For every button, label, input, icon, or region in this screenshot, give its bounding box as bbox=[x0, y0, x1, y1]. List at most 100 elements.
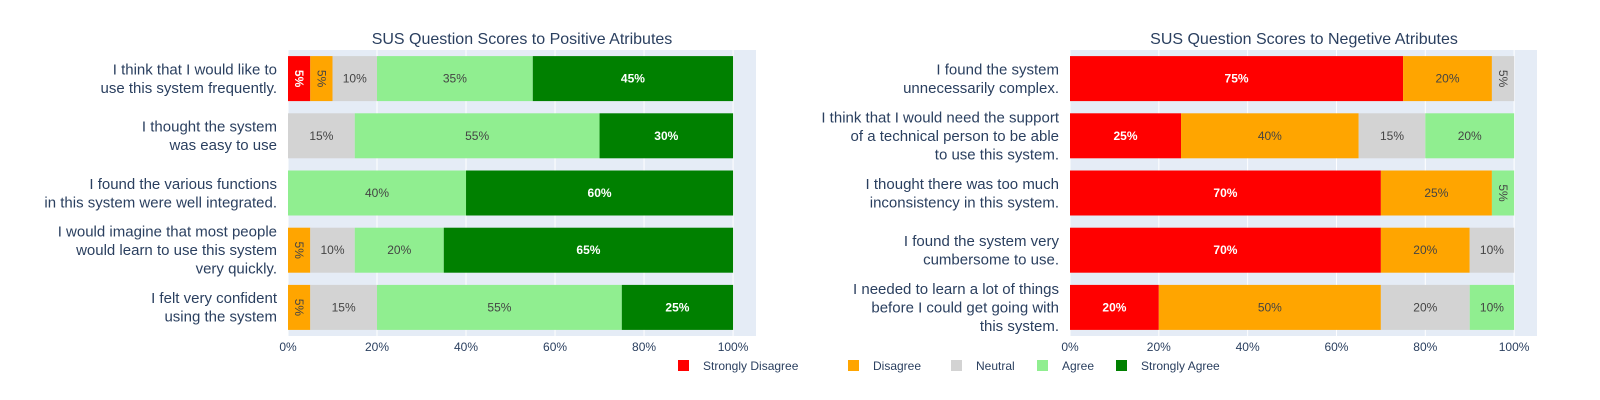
bar-agree bbox=[377, 284, 622, 330]
legend: Strongly Disagree Disagree Neutral Agree Str… bbox=[678, 359, 1220, 373]
data-label: 20% bbox=[1458, 129, 1482, 143]
bar-neutral bbox=[310, 284, 378, 330]
bar-neutral bbox=[332, 56, 378, 102]
bar-disagree bbox=[310, 56, 333, 102]
legend-label-disagree: Disagree bbox=[873, 359, 921, 373]
category-label: I felt very confident using the system bbox=[151, 290, 278, 326]
data-label: 55% bbox=[487, 300, 511, 314]
data-label: 15% bbox=[1380, 129, 1404, 143]
data-label: 5% bbox=[1496, 184, 1510, 202]
data-label: 15% bbox=[332, 300, 356, 314]
category-label: I needed to learn a lot of things before … bbox=[853, 281, 1059, 335]
x-tick-label: 20% bbox=[365, 340, 389, 354]
bar-disagree bbox=[1158, 284, 1381, 330]
data-label: 20% bbox=[1435, 72, 1459, 86]
data-label: 30% bbox=[654, 129, 678, 143]
bar-strongly-disagree bbox=[1070, 284, 1159, 330]
bar-disagree bbox=[288, 284, 311, 330]
bar-strongly-agree bbox=[466, 170, 734, 216]
bar-strongly-disagree bbox=[1070, 227, 1381, 273]
data-label: 25% bbox=[1424, 186, 1448, 200]
bar-agree bbox=[354, 227, 444, 273]
bar-strongly-agree bbox=[599, 113, 734, 159]
bar-strongly-agree bbox=[443, 227, 734, 273]
x-tick-label: 0% bbox=[1061, 340, 1079, 354]
legend-swatch-agree bbox=[1037, 360, 1048, 371]
data-label: 25% bbox=[1113, 129, 1137, 143]
x-tick-label: 40% bbox=[454, 340, 478, 354]
data-label: 20% bbox=[1413, 243, 1437, 257]
category-label: I think that I would like to use this sys… bbox=[101, 61, 277, 97]
legend-label-neutral: Neutral bbox=[976, 359, 1015, 373]
data-label: 50% bbox=[1258, 300, 1282, 314]
category-label: I would imagine that most people would le… bbox=[58, 224, 277, 278]
legend-swatch-strongly-agree bbox=[1116, 360, 1127, 371]
data-label: 35% bbox=[443, 72, 467, 86]
negative-attributes-chart: 0% 20% 40% 60% 80% 100% I found the system unne… bbox=[821, 50, 1537, 354]
x-tick-label: 20% bbox=[1147, 340, 1171, 354]
category-label: I found the system unnecessarily complex. bbox=[903, 61, 1059, 97]
data-label: 55% bbox=[465, 129, 489, 143]
bar-strongly-disagree bbox=[1070, 56, 1404, 102]
data-label: 75% bbox=[1225, 72, 1249, 86]
category-label: I think that I would need the support of … bbox=[821, 109, 1059, 163]
bar-strongly-agree bbox=[621, 284, 734, 330]
bar-neutral bbox=[1469, 227, 1515, 273]
x-tick-label: 40% bbox=[1236, 340, 1260, 354]
data-label: 70% bbox=[1213, 186, 1237, 200]
bar-agree bbox=[1469, 284, 1515, 330]
x-tick-label: 100% bbox=[1499, 340, 1530, 354]
data-label: 10% bbox=[320, 243, 344, 257]
bar-strongly-disagree bbox=[288, 56, 311, 102]
data-label: 5% bbox=[292, 70, 306, 88]
bar-neutral bbox=[1380, 284, 1470, 330]
chart-title-negative: SUS Question Scores to Negetive Atribute… bbox=[1150, 31, 1458, 48]
category-label: I thought the system was easy to use bbox=[142, 119, 277, 155]
bar-disagree bbox=[1181, 113, 1359, 159]
bar-agree bbox=[1425, 113, 1515, 159]
x-tick-label: 60% bbox=[543, 340, 567, 354]
x-tick-label: 0% bbox=[279, 340, 297, 354]
bar-agree bbox=[354, 113, 600, 159]
positive-attributes-chart: 0% 20% 40% 60% 80% 100% I think that I would l… bbox=[44, 50, 756, 354]
legend-swatch-disagree bbox=[848, 360, 859, 371]
bar-agree bbox=[1491, 170, 1515, 216]
data-label: 40% bbox=[1258, 129, 1282, 143]
data-label: 5% bbox=[292, 299, 306, 317]
bar-neutral bbox=[1358, 113, 1426, 159]
x-tick-label: 60% bbox=[1324, 340, 1348, 354]
x-tick-label: 100% bbox=[718, 340, 749, 354]
data-label: 45% bbox=[621, 72, 645, 86]
data-label: 20% bbox=[1102, 300, 1126, 314]
data-label: 40% bbox=[365, 186, 389, 200]
data-label: 70% bbox=[1213, 243, 1237, 257]
bar-neutral bbox=[288, 113, 355, 159]
category-label: I found the various functions in this sys… bbox=[44, 176, 277, 212]
bar-disagree bbox=[288, 227, 311, 273]
bar-strongly-disagree bbox=[1070, 170, 1381, 216]
data-label: 10% bbox=[1480, 243, 1504, 257]
bar-disagree bbox=[1380, 227, 1470, 273]
bar-agree bbox=[288, 170, 467, 216]
bar-disagree bbox=[1403, 56, 1492, 102]
legend-label-strongly-disagree: Strongly Disagree bbox=[703, 359, 799, 373]
x-tick-label: 80% bbox=[632, 340, 656, 354]
data-label: 10% bbox=[1480, 300, 1504, 314]
data-label: 10% bbox=[343, 72, 367, 86]
legend-label-strongly-agree: Strongly Agree bbox=[1141, 359, 1220, 373]
data-label: 5% bbox=[1496, 70, 1510, 88]
category-label: I found the system very cumbersome to use… bbox=[904, 233, 1060, 269]
data-label: 20% bbox=[1413, 300, 1437, 314]
data-label: 60% bbox=[588, 186, 612, 200]
legend-swatch-strongly-disagree bbox=[678, 360, 689, 371]
x-tick-label: 80% bbox=[1413, 340, 1437, 354]
bar-strongly-agree bbox=[532, 56, 734, 102]
data-label: 65% bbox=[576, 243, 600, 257]
data-label: 20% bbox=[387, 243, 411, 257]
data-label: 5% bbox=[292, 242, 306, 260]
legend-label-agree: Agree bbox=[1062, 359, 1094, 373]
chart-title-positive: SUS Question Scores to Positive Atribute… bbox=[372, 31, 673, 48]
bar-strongly-disagree bbox=[1070, 113, 1182, 159]
bar-neutral bbox=[1491, 56, 1515, 102]
